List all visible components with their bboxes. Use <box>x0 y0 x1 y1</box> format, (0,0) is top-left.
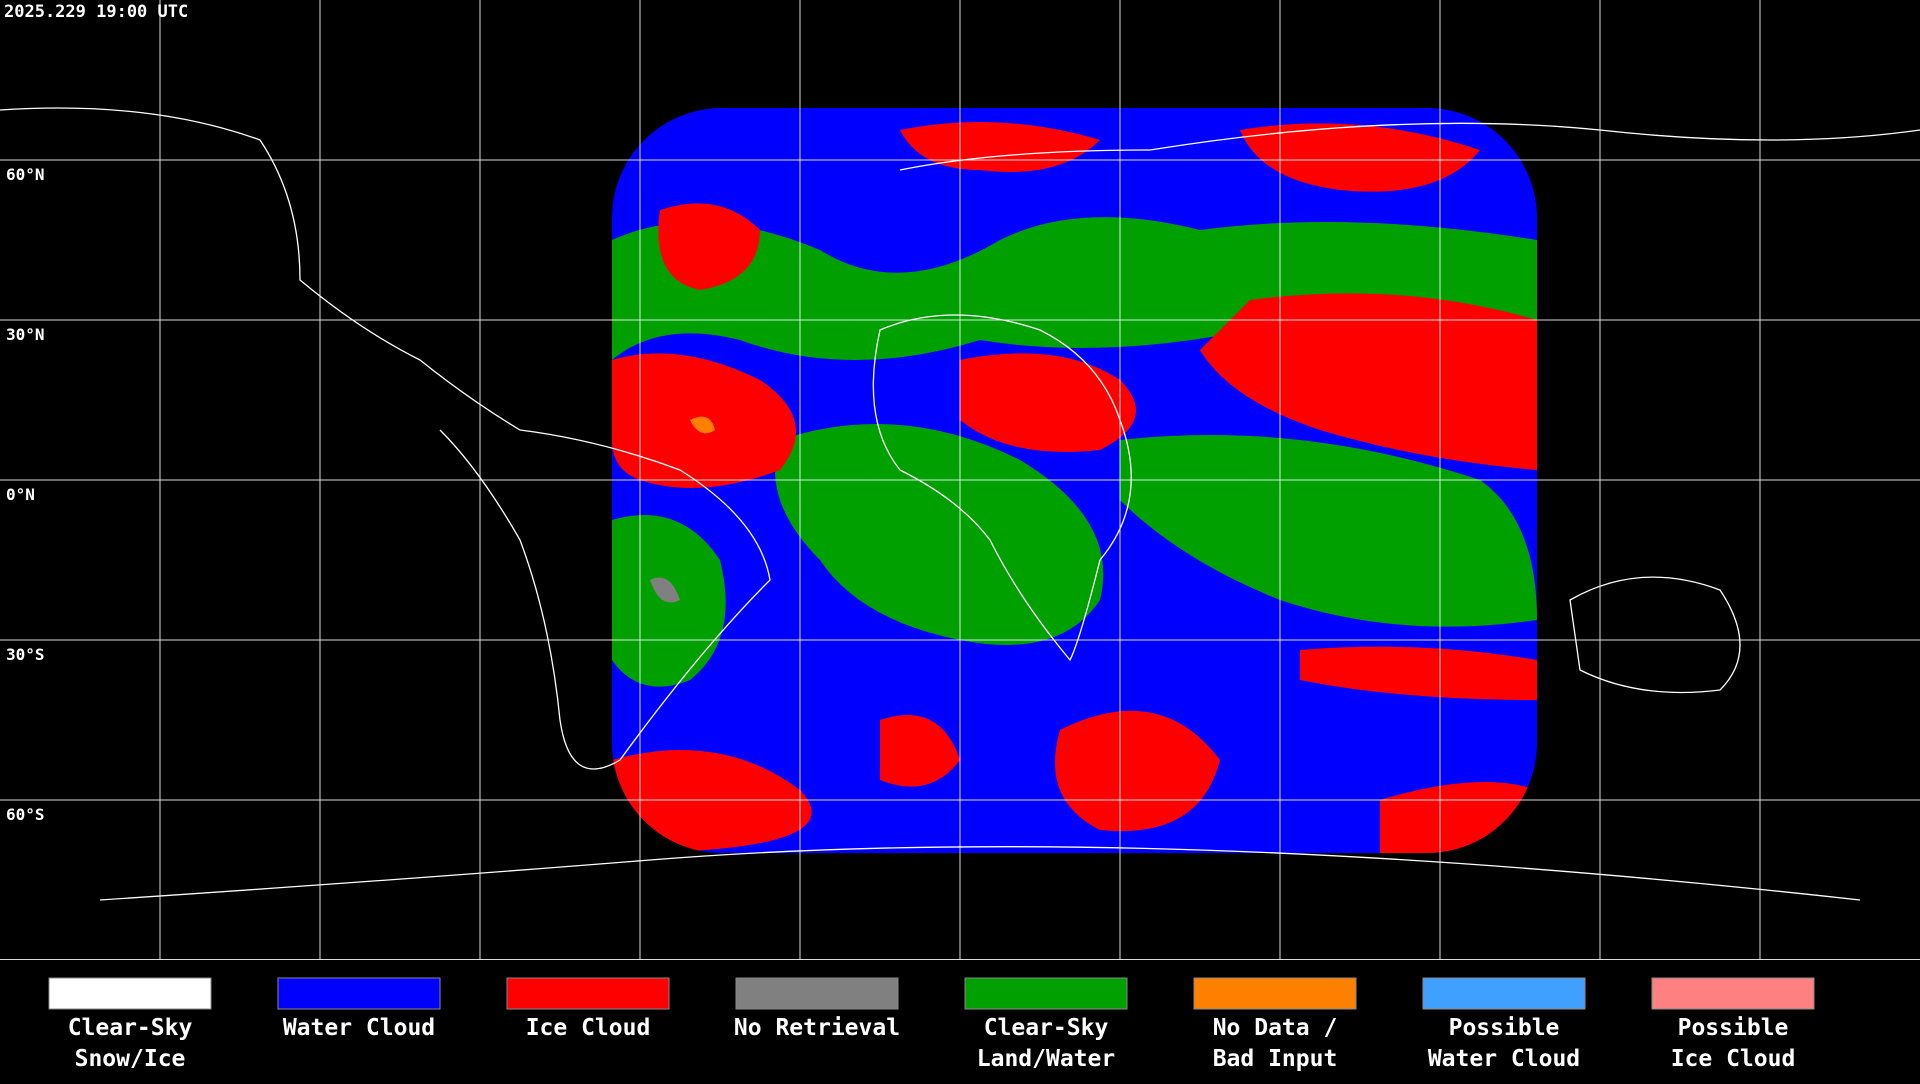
legend-swatch <box>1422 977 1586 1010</box>
legend-swatch <box>1193 977 1357 1010</box>
ice-cloud-area <box>1200 293 1537 470</box>
legend-label: Ice Cloud <box>526 1015 651 1041</box>
clear-land-area <box>775 424 1104 645</box>
legend: Clear-Sky Snow/Ice Water Cloud Ice Cloud No … <box>48 977 1815 1072</box>
legend-label: Water Cloud <box>283 1015 435 1041</box>
ice-cloud-area <box>880 715 960 787</box>
legend-label: Snow/Ice <box>75 1046 186 1072</box>
ice-cloud-area <box>1300 646 1537 700</box>
latitude-label: 30°S <box>6 645 45 664</box>
legend-swatch <box>48 977 212 1010</box>
no-data-area <box>690 416 715 434</box>
latitude-labels: 60°N 30°N 0°N 30°S 60°S <box>6 165 45 824</box>
latitude-label: 30°N <box>6 325 45 344</box>
legend-swatch <box>1651 977 1815 1010</box>
timestamp: 2025.229 19:00 UTC <box>4 2 188 22</box>
ice-cloud-area <box>1055 710 1220 832</box>
ice-cloud-area <box>1240 123 1480 192</box>
latitude-label: 0°N <box>6 485 35 504</box>
eurasia-outline <box>899 122 1920 171</box>
legend-label: Possible <box>1678 1015 1789 1041</box>
australia-outline <box>1569 576 1741 694</box>
legend-label: Ice Cloud <box>1671 1046 1796 1072</box>
latitude-label: 60°S <box>6 805 45 824</box>
antarctica-outline <box>99 846 1861 901</box>
legend-label: Water Cloud <box>1428 1046 1580 1072</box>
ice-cloud-area <box>658 203 760 290</box>
no-retrieval-area <box>650 577 680 603</box>
legend-swatch <box>506 977 670 1010</box>
clear-land-area <box>1120 435 1537 627</box>
legend-label: No Retrieval <box>734 1015 900 1041</box>
africa-outline <box>872 314 1132 662</box>
americas-outline <box>0 107 771 770</box>
ice-cloud-area <box>612 750 812 853</box>
legend-swatch <box>277 977 441 1010</box>
legend-swatch <box>735 977 899 1010</box>
legend-label: Clear-Sky <box>984 1015 1109 1041</box>
coastlines <box>0 107 1920 901</box>
legend-label: Clear-Sky <box>68 1015 193 1041</box>
ice-cloud-area <box>960 353 1136 452</box>
graticule <box>0 0 1920 960</box>
legend-label: Bad Input <box>1213 1046 1338 1072</box>
legend-label: Land/Water <box>977 1046 1115 1072</box>
legend-swatch <box>964 977 1128 1010</box>
legend-label: No Data / <box>1213 1015 1338 1041</box>
latitude-label: 60°N <box>6 165 45 184</box>
legend-label: Possible <box>1449 1015 1560 1041</box>
